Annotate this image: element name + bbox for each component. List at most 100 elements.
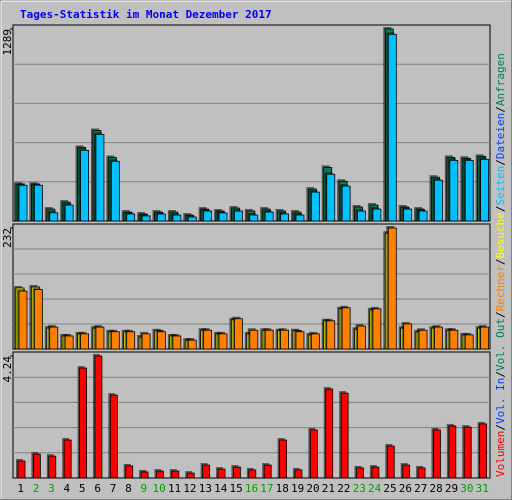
bar — [63, 203, 74, 222]
bar — [78, 148, 89, 222]
bar — [355, 209, 366, 222]
bar-face — [449, 329, 459, 350]
x-tick-label: 27 — [414, 482, 427, 495]
bar — [123, 463, 134, 479]
legend-separator: / — [494, 258, 507, 265]
x-tick-label: 23 — [353, 482, 366, 495]
bar-face — [387, 33, 397, 222]
bar — [124, 211, 136, 222]
x-tick-label: 6 — [94, 482, 101, 495]
bar-face — [263, 464, 272, 479]
bar — [92, 354, 103, 479]
bar-face — [279, 439, 287, 479]
bar — [186, 338, 197, 350]
bar-face — [357, 325, 366, 350]
bar-face — [418, 210, 428, 222]
bar — [292, 467, 303, 479]
bar — [200, 463, 211, 479]
bar — [154, 469, 164, 479]
y-tick-label: 1289 — [1, 29, 14, 56]
bar — [370, 306, 382, 350]
bar-face — [17, 460, 26, 479]
x-tick-label: 19 — [291, 482, 304, 495]
x-tick-label: 1 — [17, 482, 24, 495]
bar — [78, 331, 89, 350]
bar-face — [480, 158, 490, 222]
legend-entry: Dateien — [494, 113, 507, 159]
bar-face — [203, 329, 213, 350]
bar — [16, 459, 26, 479]
x-tick-label: 4 — [64, 482, 71, 495]
bar — [293, 213, 305, 222]
bar — [416, 465, 426, 479]
bar — [201, 328, 213, 350]
x-tick-label: 13 — [199, 482, 212, 495]
x-tick-label: 29 — [445, 482, 458, 495]
bar-face — [371, 466, 380, 479]
bar-face — [386, 445, 395, 479]
bar — [32, 287, 43, 350]
x-tick-label: 10 — [153, 482, 166, 495]
bar-face — [49, 326, 59, 350]
bar — [124, 329, 136, 350]
legend-separator: / — [494, 159, 507, 166]
bar — [324, 318, 336, 350]
legend-separator: / — [494, 311, 507, 318]
bar — [355, 324, 366, 350]
bar-face — [32, 453, 41, 479]
bar-face — [141, 215, 151, 222]
bar — [217, 210, 228, 222]
bar-face — [448, 425, 457, 479]
legend-entry: Seiten — [494, 166, 507, 206]
bar-face — [109, 394, 118, 479]
bar — [263, 210, 274, 222]
bar — [278, 328, 289, 350]
x-tick-label: 12 — [183, 482, 196, 495]
bar-face — [140, 471, 149, 479]
bar — [354, 465, 364, 479]
bar — [17, 289, 28, 350]
bar — [140, 331, 151, 350]
bar-face — [402, 464, 411, 479]
bar-face — [79, 367, 87, 479]
bar — [32, 183, 43, 222]
y-tick-label: 4.24 — [1, 356, 14, 383]
bar — [185, 471, 195, 479]
bar — [417, 328, 428, 350]
bar — [309, 331, 320, 350]
bar-face — [464, 159, 474, 222]
bar-face — [157, 213, 166, 222]
bar-face — [126, 331, 136, 350]
bar-face — [18, 184, 28, 222]
bar — [170, 333, 182, 350]
bar-face — [172, 214, 182, 222]
bar — [478, 325, 490, 350]
bar — [47, 210, 59, 222]
bar-face — [156, 470, 164, 479]
bar-face — [309, 429, 318, 479]
bar-face — [33, 184, 43, 222]
bar-face — [310, 333, 320, 350]
bar-face — [387, 227, 397, 350]
bar — [323, 387, 334, 479]
legend-entry: Besuche — [494, 212, 507, 258]
bar — [232, 209, 243, 222]
bar-face — [356, 467, 364, 479]
bar — [340, 305, 351, 350]
bar — [477, 421, 488, 479]
bar — [478, 157, 490, 222]
bar-face — [434, 326, 443, 350]
bar — [463, 158, 474, 222]
bar-face — [125, 465, 134, 479]
bar — [308, 427, 318, 479]
bar — [93, 132, 105, 222]
bar-face — [449, 159, 459, 222]
bar-face — [141, 333, 151, 350]
bar — [278, 211, 289, 222]
bar-face — [80, 333, 89, 350]
bar-face — [172, 335, 182, 350]
bar-face — [186, 472, 195, 479]
bar-face — [80, 149, 89, 222]
bar-face — [171, 470, 180, 479]
